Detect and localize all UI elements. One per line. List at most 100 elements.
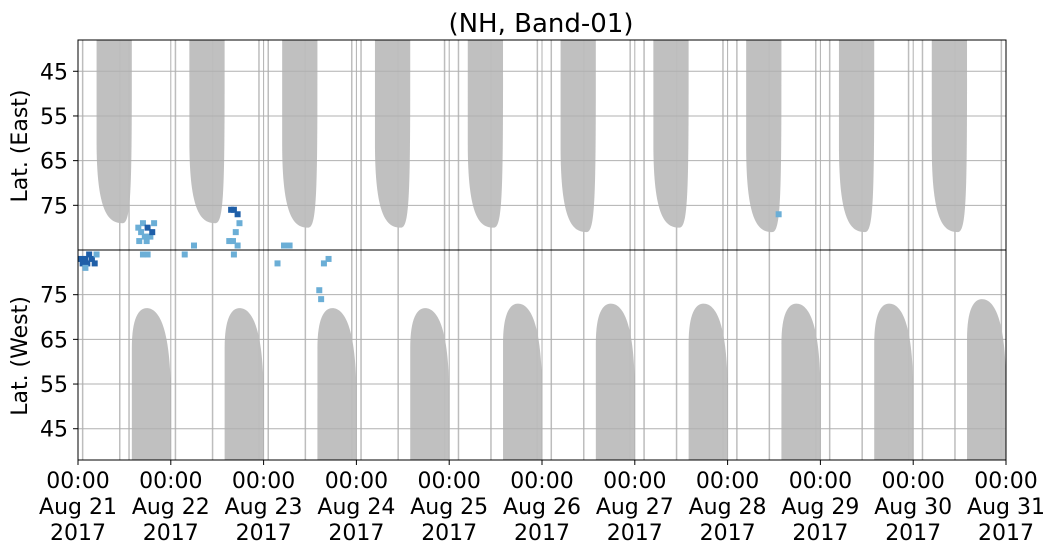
detection-16 <box>151 220 158 227</box>
coverage-west-4 <box>503 303 542 460</box>
x-tick-label: 00:00 <box>325 469 388 494</box>
x-tick-label: Aug 23 <box>225 495 303 520</box>
x-tick-label: Aug 27 <box>596 495 674 520</box>
coverage-east-4 <box>467 40 504 228</box>
detection-0 <box>78 255 83 262</box>
coverage-east-2 <box>282 40 318 228</box>
detection-26 <box>236 220 243 227</box>
y-tick-label: 45 <box>40 60 68 85</box>
detection-28 <box>229 238 236 245</box>
detection-17 <box>136 238 143 245</box>
detection-37 <box>316 287 323 294</box>
detection-39 <box>775 211 782 218</box>
detection-20 <box>144 251 151 258</box>
detection-11 <box>139 220 146 227</box>
x-tick-label: 2017 <box>885 521 941 546</box>
chart-title: (NH, Band-01) <box>448 9 633 39</box>
detection-14 <box>147 233 154 240</box>
x-tick-label: 00:00 <box>789 469 852 494</box>
detection-6 <box>91 260 98 267</box>
detection-24 <box>230 206 237 213</box>
y-axis-label-east: Lat. (East) <box>8 90 33 203</box>
coverage-east-6 <box>653 40 689 228</box>
x-tick-label: 00:00 <box>603 469 666 494</box>
detection-27 <box>226 238 233 245</box>
x-tick-label: Aug 21 <box>39 495 117 520</box>
x-tick-label: 00:00 <box>974 469 1037 494</box>
x-tick-label: 2017 <box>607 521 663 546</box>
x-tick-label: 00:00 <box>881 469 944 494</box>
x-tick-label: 00:00 <box>232 469 295 494</box>
detection-10 <box>138 229 145 236</box>
y-axis-label-west: Lat. (West) <box>8 296 33 416</box>
coverage-east-8 <box>838 40 875 233</box>
detection-18 <box>143 238 150 245</box>
x-tick-label: 2017 <box>328 521 384 546</box>
detection-19 <box>139 251 146 258</box>
detection-38 <box>318 296 325 303</box>
x-tick-label: 00:00 <box>696 469 759 494</box>
y-tick-label: 75 <box>40 284 68 309</box>
data-layer <box>78 40 1006 460</box>
detection-25 <box>234 211 241 218</box>
x-tick-label: 00:00 <box>510 469 573 494</box>
coverage-west-7 <box>781 303 821 460</box>
detection-35 <box>320 260 327 267</box>
detection-12 <box>141 233 148 240</box>
x-tick-label: 2017 <box>700 521 756 546</box>
y-tick-label: 45 <box>40 418 68 443</box>
x-tick-label: Aug 22 <box>132 495 210 520</box>
detection-9 <box>135 224 142 231</box>
x-tick-label: Aug 24 <box>317 495 395 520</box>
x-tick-label: 00:00 <box>46 469 109 494</box>
coverage-west-5 <box>595 303 635 460</box>
y-tick-label: 55 <box>40 373 68 398</box>
detection-22 <box>191 242 197 249</box>
x-tick-label: 2017 <box>236 521 292 546</box>
x-tick-label: Aug 31 <box>967 495 1045 520</box>
x-tick-label: Aug 28 <box>689 495 767 520</box>
y-tick-label: 75 <box>40 194 68 219</box>
coverage-west-8 <box>874 303 914 460</box>
detection-8 <box>93 251 100 258</box>
y-tick-label: 65 <box>40 328 68 353</box>
detection-30 <box>232 229 239 236</box>
detection-2 <box>82 255 89 262</box>
detection-36 <box>325 255 332 262</box>
detection-1 <box>79 260 86 267</box>
coverage-west-6 <box>688 303 728 460</box>
x-tick-label: 2017 <box>50 521 106 546</box>
x-tick-label: 00:00 <box>417 469 480 494</box>
detection-21 <box>181 251 188 258</box>
x-tick-label: 2017 <box>421 521 477 546</box>
x-tick-label: Aug 25 <box>410 495 488 520</box>
coverage-east-1 <box>189 40 225 224</box>
x-tick-label: 2017 <box>792 521 848 546</box>
detection-31 <box>230 251 237 258</box>
coverage-east-0 <box>96 40 132 224</box>
detection-33 <box>281 242 288 249</box>
detection-5 <box>88 255 95 262</box>
coverage-east-3 <box>374 40 411 228</box>
y-tick-label: 55 <box>40 105 68 130</box>
x-tick-label: 00:00 <box>139 469 202 494</box>
detection-34 <box>286 242 293 249</box>
coverage-west-9 <box>967 299 1006 460</box>
coverage-east-7 <box>746 40 782 233</box>
x-tick-label: 2017 <box>143 521 199 546</box>
detection-7 <box>82 264 89 271</box>
detection-4 <box>86 251 93 258</box>
detection-29 <box>234 242 241 249</box>
coverage-east-5 <box>560 40 596 233</box>
detection-32 <box>274 260 281 267</box>
detection-13 <box>144 224 151 231</box>
detection-3 <box>84 260 91 267</box>
x-tick-label: Aug 26 <box>503 495 581 520</box>
y-tick-label: 65 <box>40 150 68 175</box>
x-tick-label: 2017 <box>978 521 1034 546</box>
x-tick-label: Aug 30 <box>874 495 952 520</box>
x-tick-label: 2017 <box>514 521 570 546</box>
x-tick-label: Aug 29 <box>781 495 859 520</box>
